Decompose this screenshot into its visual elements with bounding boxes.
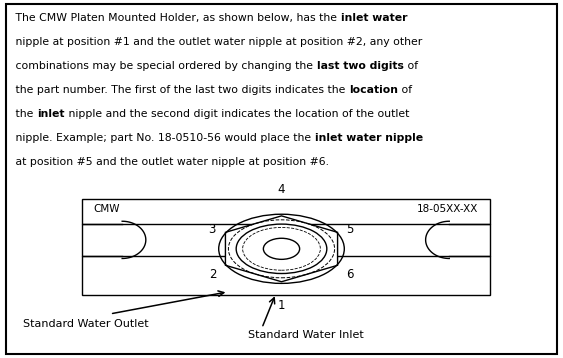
Bar [82, 199, 490, 224]
Text: of: of [404, 61, 418, 71]
Bar [82, 256, 490, 295]
Text: 4: 4 [278, 183, 285, 196]
Text: 1: 1 [278, 299, 285, 312]
Text: 18-05XX-XX: 18-05XX-XX [417, 204, 479, 214]
FancyBboxPatch shape [6, 4, 557, 354]
Text: nipple. Example; part No. 18-0510-56 would place the: nipple. Example; part No. 18-0510-56 wou… [12, 133, 315, 143]
Text: The CMW Platen Mounted Holder, as shown below, has the: The CMW Platen Mounted Holder, as shown … [12, 13, 341, 23]
Text: Standard Water Outlet: Standard Water Outlet [23, 319, 148, 329]
Text: at position #5 and the outlet water nipple at position #6.: at position #5 and the outlet water nipp… [12, 157, 329, 167]
Text: inlet water: inlet water [341, 13, 408, 23]
Text: 3: 3 [208, 223, 215, 236]
Ellipse shape [236, 224, 327, 274]
Text: the: the [12, 109, 37, 119]
Text: the part number. The first of the last two digits indicates the: the part number. The first of the last t… [12, 85, 349, 95]
Polygon shape [225, 216, 338, 282]
Text: inlet: inlet [37, 109, 65, 119]
Text: 5: 5 [346, 223, 354, 236]
Text: CMW: CMW [93, 204, 119, 214]
Text: combinations may be special ordered by changing the: combinations may be special ordered by c… [12, 61, 317, 71]
Text: nipple at position #1 and the outlet water nipple at position #2, any other: nipple at position #1 and the outlet wat… [12, 37, 423, 47]
Text: last two digits: last two digits [317, 61, 404, 71]
Text: Standard Water Inlet: Standard Water Inlet [248, 330, 364, 340]
Text: location: location [349, 85, 398, 95]
Ellipse shape [263, 238, 300, 259]
Text: 2: 2 [209, 268, 217, 281]
Text: of: of [398, 85, 412, 95]
Text: inlet water nipple: inlet water nipple [315, 133, 423, 143]
Text: 6: 6 [346, 268, 354, 281]
Text: nipple and the second digit indicates the location of the outlet: nipple and the second digit indicates th… [65, 109, 409, 119]
